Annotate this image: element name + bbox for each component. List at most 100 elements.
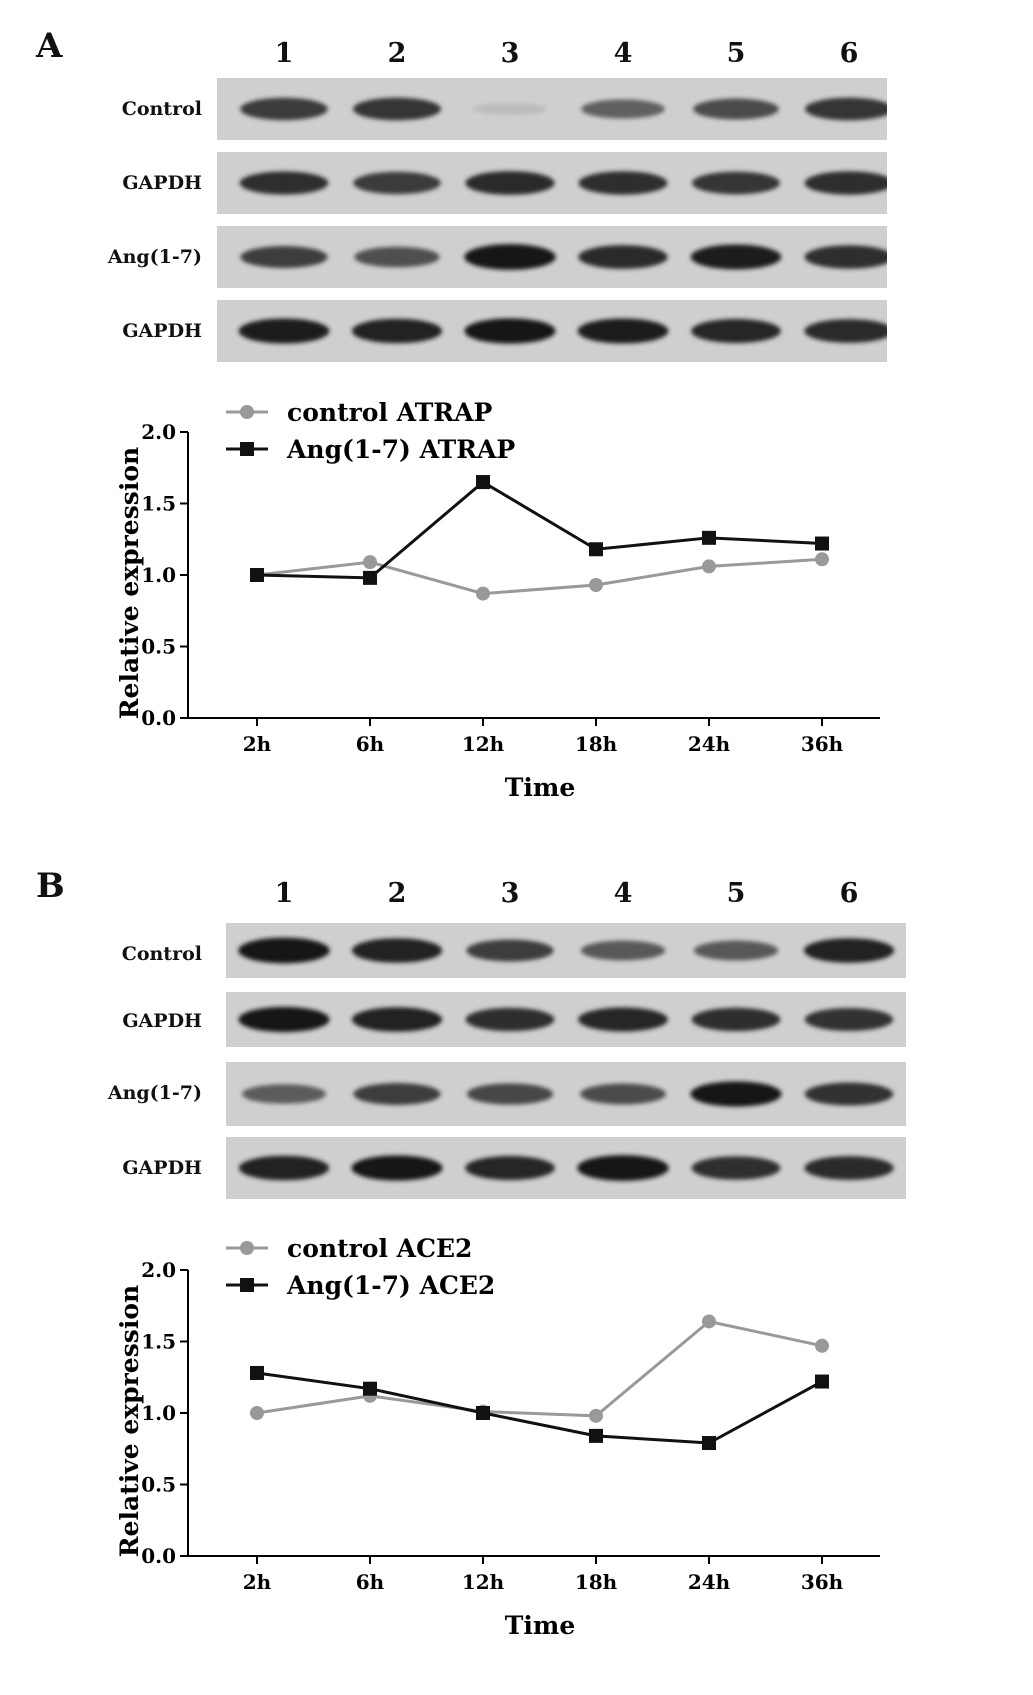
x-tick-label: 12h — [462, 732, 505, 756]
y-tick-label: 0.5 — [141, 635, 176, 659]
data-point — [363, 570, 377, 585]
lane-number: 5 — [726, 38, 746, 69]
y-tick-label: 2.0 — [141, 1258, 176, 1282]
y-tick-label: 1.5 — [141, 492, 176, 516]
legend-label: Ang(1-7) ATRAP — [286, 435, 515, 464]
y-tick-label: 1.5 — [141, 1330, 176, 1354]
blot-label: Control — [121, 98, 202, 120]
series-line — [256, 557, 823, 596]
x-tick-label: 2h — [243, 1570, 272, 1594]
y-axis-label: Relative expression — [115, 447, 144, 719]
y-tick-label: 2.0 — [141, 420, 176, 444]
protein-band — [804, 1156, 894, 1180]
western-blot-strip — [217, 300, 887, 362]
data-point — [363, 555, 377, 570]
figure-panel-a: A 1 2 3 4 5 6 Control GAPDH Ang(1-7) GAP… — [0, 0, 1033, 830]
panel-letter: A — [36, 26, 63, 66]
protein-band — [691, 1156, 781, 1180]
protein-band — [465, 1007, 555, 1032]
series-line — [256, 480, 823, 580]
protein-band — [577, 318, 669, 344]
protein-band — [351, 938, 443, 963]
data-point — [476, 475, 490, 490]
protein-band — [578, 1007, 668, 1032]
y-tick-label: 1.0 — [141, 1401, 176, 1425]
data-point — [476, 586, 490, 601]
protein-band — [690, 244, 782, 270]
western-blot-strip — [217, 152, 887, 214]
y-axis-label: Relative expression — [115, 1285, 144, 1557]
protein-band — [238, 318, 330, 344]
protein-band — [464, 244, 556, 270]
legend-label: control ATRAP — [287, 398, 492, 427]
protein-band — [238, 937, 330, 964]
lane-number: 4 — [613, 878, 633, 909]
blot-background — [226, 992, 906, 1047]
lane-number: 6 — [839, 38, 859, 69]
blot-label: Ang(1-7) — [107, 246, 202, 268]
protein-band — [691, 1007, 781, 1032]
x-tick-label: 12h — [462, 1570, 505, 1594]
series-2 — [250, 475, 829, 585]
protein-band — [353, 171, 441, 195]
y-tick-label: 0.0 — [141, 706, 176, 730]
line-chart: 0.0 0.5 1.0 1.5 2.0 2h 6h 12h 18h 24h 36h Time Relat… — [115, 1234, 880, 1640]
x-tick-label: 24h — [688, 732, 731, 756]
x-axis-label: Time — [505, 773, 575, 802]
protein-band — [466, 939, 554, 962]
x-tick-label: 6h — [356, 1570, 385, 1594]
protein-band — [693, 940, 779, 961]
lane-number: 1 — [274, 38, 294, 69]
lane-number: 1 — [274, 878, 294, 909]
data-point — [702, 1314, 716, 1329]
protein-band — [580, 940, 666, 961]
x-axis-label: Time — [505, 1611, 575, 1640]
series-1 — [250, 1314, 829, 1423]
protein-band — [351, 1155, 443, 1181]
protein-band — [690, 1081, 782, 1107]
blot-label: Ang(1-7) — [107, 1082, 202, 1104]
protein-band — [472, 103, 548, 115]
data-point — [815, 1338, 829, 1353]
protein-band — [577, 1155, 669, 1181]
protein-band — [241, 1084, 327, 1104]
western-blot-strip — [226, 992, 906, 1047]
protein-band — [352, 97, 442, 121]
blot-label: GAPDH — [122, 320, 202, 342]
legend-marker — [240, 405, 254, 419]
data-point — [589, 578, 603, 593]
lane-numbers: 1 2 3 4 5 6 — [0, 38, 1033, 78]
data-point — [702, 559, 716, 574]
y-tick-label: 0.5 — [141, 1473, 176, 1497]
chart-axes: 0.0 0.5 1.0 1.5 2.0 2h 6h 12h 18h 24h 36h — [141, 420, 880, 756]
data-point — [589, 1408, 603, 1423]
legend-marker — [240, 1278, 254, 1292]
protein-band — [804, 171, 887, 195]
lane-number: 2 — [387, 878, 407, 909]
x-tick-label: 18h — [575, 1570, 618, 1594]
lane-number: 5 — [726, 878, 746, 909]
data-point — [702, 530, 716, 545]
western-blot-strip — [226, 1062, 906, 1126]
chart-axes: 0.0 0.5 1.0 1.5 2.0 2h 6h 12h 18h 24h 36h — [141, 1258, 880, 1594]
western-blot-strip — [217, 226, 887, 288]
protein-band — [354, 246, 440, 268]
blot-label: GAPDH — [122, 1010, 202, 1032]
protein-band — [466, 1083, 554, 1105]
protein-band — [804, 319, 887, 343]
protein-band — [464, 318, 556, 344]
data-point — [589, 1428, 603, 1443]
data-point — [250, 1365, 264, 1380]
lane-number: 2 — [387, 38, 407, 69]
western-blot-strip — [226, 923, 906, 978]
data-point — [815, 552, 829, 567]
series-line — [256, 1319, 823, 1418]
data-point — [363, 1381, 377, 1396]
data-point — [476, 1406, 490, 1420]
lane-number: 3 — [500, 38, 520, 69]
legend-marker — [240, 1241, 254, 1255]
figure-panel-b: B 1 2 3 4 5 6 Control GAPDH Ang(1-7) GAP… — [0, 840, 1033, 1690]
protein-band — [691, 318, 781, 344]
protein-band — [581, 99, 665, 119]
blot-label: GAPDH — [122, 172, 202, 194]
